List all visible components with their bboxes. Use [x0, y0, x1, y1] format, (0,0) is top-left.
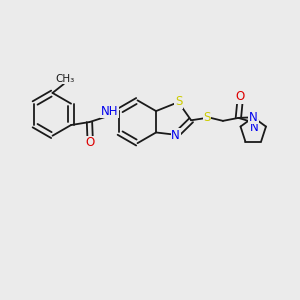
Text: N: N: [171, 129, 180, 142]
Text: S: S: [175, 95, 182, 108]
Text: O: O: [85, 136, 95, 149]
Text: NH: NH: [100, 105, 118, 118]
Text: CH₃: CH₃: [55, 74, 74, 84]
Text: N: N: [249, 111, 258, 124]
Text: S: S: [203, 111, 211, 124]
Text: O: O: [235, 90, 244, 103]
Text: N: N: [250, 121, 258, 134]
